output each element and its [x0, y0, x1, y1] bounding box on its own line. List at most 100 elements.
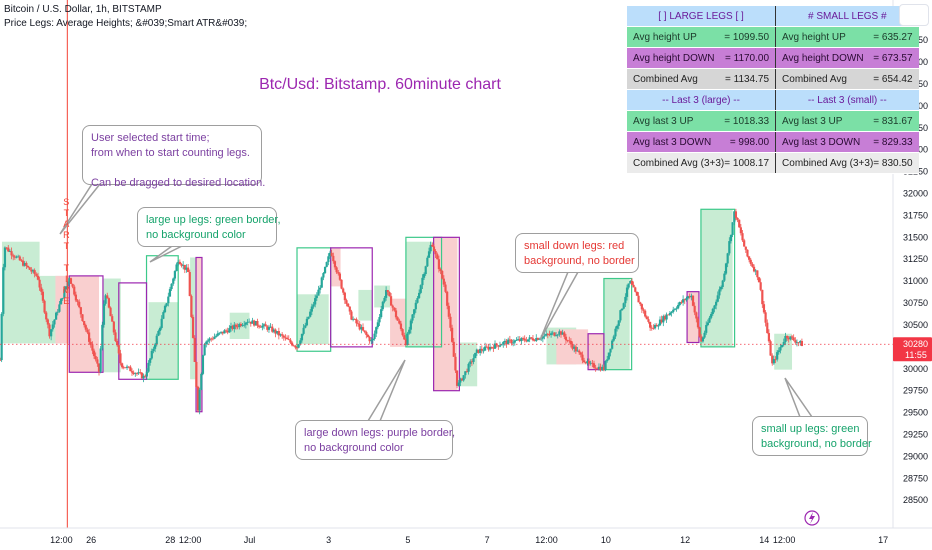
candle-body [385, 290, 388, 298]
candle-body [642, 309, 645, 311]
candle-body [744, 246, 747, 250]
candle-body [380, 309, 383, 318]
leg-box-small-up [102, 278, 121, 373]
candle-body [333, 261, 337, 268]
stats-label: Combined Avg [782, 73, 847, 85]
candle-body [140, 372, 144, 379]
candle-body [125, 366, 129, 368]
candle-body [398, 320, 401, 324]
leg-box-large-down [330, 247, 373, 348]
price-tick-label: 32000 [903, 189, 928, 199]
stats-cell: Avg last 3 UP = 831.67 [775, 110, 919, 132]
candle-body [620, 308, 624, 311]
price-tick-label: 31000 [903, 276, 928, 286]
candle-body [675, 308, 678, 310]
candle-body [530, 337, 533, 339]
time-tick-label: 14 [759, 535, 769, 545]
candle-body [187, 267, 190, 273]
candle-body [253, 320, 256, 326]
candle-body [436, 254, 439, 260]
candle-body [190, 296, 193, 317]
candle-body [210, 338, 213, 340]
candle-body [55, 312, 58, 320]
candle-body [553, 332, 556, 336]
candle-body [381, 301, 384, 310]
candle-body [61, 297, 64, 299]
candle-body [790, 336, 794, 338]
candle-body [708, 317, 711, 323]
leg-box-large-up [405, 236, 443, 348]
candle-body [28, 267, 31, 270]
candle-body [191, 316, 195, 338]
candle-body [41, 291, 45, 301]
stats-value: = 654.42 [873, 73, 913, 85]
stats-value: = 1099.50 [724, 31, 770, 43]
candle-body [427, 251, 431, 258]
candle-body [56, 311, 59, 313]
candle-body [10, 251, 13, 256]
candle-body [447, 305, 450, 317]
chart-settings-icon[interactable] [899, 4, 929, 26]
candle-body [201, 355, 205, 374]
candle-body [208, 338, 211, 341]
leg-box-small-down [196, 257, 202, 412]
candle-body [766, 322, 769, 334]
candle-body [703, 332, 706, 338]
candle-body [488, 346, 492, 350]
candle-body [109, 307, 112, 317]
candle-body [154, 344, 157, 349]
callout-pointer [149, 245, 183, 263]
candle-body [30, 269, 33, 272]
candle-body [203, 344, 206, 356]
candle-body [274, 329, 277, 334]
callout-text-line: large down legs: purple border, [304, 427, 456, 439]
candle-body [660, 319, 663, 323]
candle-body [272, 329, 276, 332]
candle-body [751, 263, 754, 267]
candle-body [627, 283, 630, 288]
stats-value: = 831.67 [873, 115, 913, 127]
candle-body [761, 289, 764, 305]
callout-text-line: background, no border [761, 438, 872, 450]
candle-body [403, 335, 406, 340]
time-tick-label: 7 [485, 535, 490, 545]
time-axis[interactable]: 12:00 26 28 12:00 Jul 3 5 7 12:00 10 12 14 12:00 17 [0, 510, 932, 545]
candle-body [114, 332, 117, 341]
leg-box-large-down [433, 236, 460, 392]
candle-body [302, 327, 305, 334]
candle-body [13, 256, 16, 258]
candle-body [63, 289, 66, 298]
candle-body [472, 358, 475, 362]
candle-body [625, 287, 629, 297]
candle-body [550, 333, 553, 335]
alert-lightning-icon [804, 510, 820, 526]
candle-body [46, 319, 49, 325]
candle-body [127, 366, 130, 368]
candle-body [691, 295, 695, 306]
stats-label: Combined Avg (3+3) [633, 157, 725, 169]
candle-body [680, 301, 683, 303]
candle-body [589, 362, 592, 364]
candle-body [147, 362, 150, 372]
candle-body [40, 287, 43, 292]
candle-body [637, 295, 640, 303]
stats-value: = 673.57 [873, 52, 913, 64]
candle-body [512, 342, 515, 344]
candle-body [0, 313, 3, 361]
candle-body [183, 264, 186, 270]
candle-body [50, 329, 53, 337]
candle-body [624, 296, 627, 304]
candle-body [271, 326, 274, 332]
candle-body [53, 319, 56, 325]
start-time-letter: E [63, 296, 70, 306]
stats-row: Avg height UP = 1099.50 Avg height UP = 635… [627, 26, 919, 48]
candle-body [286, 337, 289, 340]
candle-body [640, 304, 643, 310]
candle-body [437, 259, 441, 270]
candle-body [533, 340, 536, 342]
candle-body [521, 338, 525, 339]
candle-body [119, 353, 122, 364]
candle-body [348, 306, 351, 312]
